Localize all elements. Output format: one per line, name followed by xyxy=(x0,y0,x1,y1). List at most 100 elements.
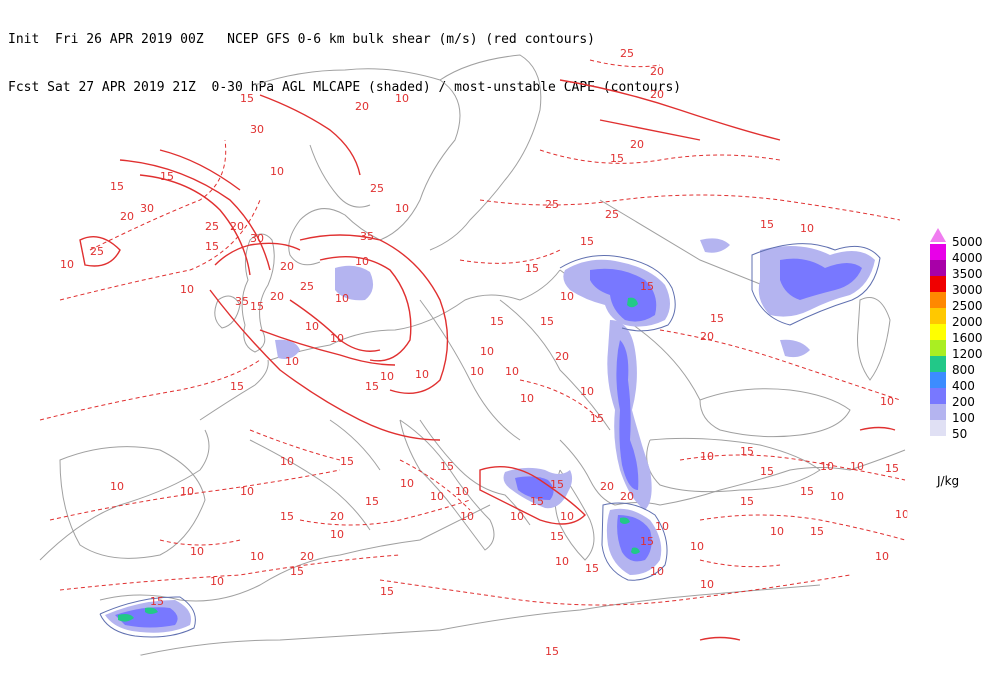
shear-label: 15 xyxy=(740,445,754,458)
legend-swatch xyxy=(930,356,946,372)
shear-title: NCEP GFS 0-6 km bulk shear (m/s) (red co… xyxy=(227,32,596,47)
legend-label: 100 xyxy=(952,411,975,425)
legend-swatch xyxy=(930,404,946,420)
shear-label: 15 xyxy=(280,510,294,523)
shear-label: 10 xyxy=(395,92,409,105)
legend-swatch xyxy=(930,372,946,388)
shear-label: 10 xyxy=(110,480,124,493)
shear-label: 25 xyxy=(205,220,219,233)
shear-label: 15 xyxy=(160,170,174,183)
shear-label: 20 xyxy=(270,290,284,303)
shear-label: 20 xyxy=(630,138,644,151)
shear-label: 20 xyxy=(280,260,294,273)
shear-label: 15 xyxy=(760,465,774,478)
shear-label: 15 xyxy=(540,315,554,328)
legend-label: 1600 xyxy=(952,331,983,345)
legend-label: 5000 xyxy=(952,235,983,249)
shear-label: 10 xyxy=(655,520,669,533)
shear-label: 15 xyxy=(110,180,124,193)
shear-label: 10 xyxy=(60,258,74,271)
shear-label: 10 xyxy=(430,490,444,503)
shear-label: 20 xyxy=(650,88,664,101)
map-header: Init Fri 26 APR 2019 00Z NCEP GFS 0-6 km… xyxy=(8,0,681,112)
legend-label: 2000 xyxy=(952,315,983,329)
shear-label: 10 xyxy=(770,525,784,538)
shear-label: 20 xyxy=(555,350,569,363)
shear-label: 10 xyxy=(280,455,294,468)
shear-label: 10 xyxy=(460,510,474,523)
shear-label: 15 xyxy=(810,525,824,538)
shear-label: 15 xyxy=(545,645,559,658)
legend-swatch xyxy=(930,324,946,340)
shear-label: 15 xyxy=(525,262,539,275)
shear-label: 20 xyxy=(355,100,369,113)
shear-label: 15 xyxy=(290,565,304,578)
shear-label: 10 xyxy=(505,365,519,378)
shear-label: 10 xyxy=(580,385,594,398)
shear-label: 10 xyxy=(880,395,894,408)
shear-label: 15 xyxy=(640,280,654,293)
shear-label: 10 xyxy=(415,368,429,381)
shear-label: 10 xyxy=(180,485,194,498)
shear-label: 10 xyxy=(270,165,284,178)
shear-label: 15 xyxy=(740,495,754,508)
shear-label: 25 xyxy=(370,182,384,195)
shear-label: 20 xyxy=(330,510,344,523)
legend-swatch xyxy=(930,260,946,276)
shear-label: 10 xyxy=(285,355,299,368)
legend-swatch xyxy=(930,308,946,324)
shear-label: 15 xyxy=(240,92,254,105)
shear-label: 15 xyxy=(760,218,774,231)
legend-label: 50 xyxy=(952,427,968,441)
legend-label: 2500 xyxy=(952,299,983,313)
legend-label: 3000 xyxy=(952,283,983,297)
shear-label: 15 xyxy=(885,462,899,475)
shear-label: 30 xyxy=(250,123,264,136)
shear-label: 15 xyxy=(380,585,394,598)
shear-label: 10 xyxy=(830,490,844,503)
shear-label: 15 xyxy=(800,485,814,498)
shear-label: 15 xyxy=(150,595,164,608)
shear-label: 15 xyxy=(585,562,599,575)
shear-label: 10 xyxy=(560,290,574,303)
shear-label: 10 xyxy=(305,320,319,333)
legend-swatch xyxy=(930,420,946,436)
shear-label: 10 xyxy=(555,555,569,568)
legend-arrow xyxy=(930,228,946,242)
shear-label: 10 xyxy=(355,255,369,268)
shear-label: 15 xyxy=(580,235,594,248)
legend-label: 3500 xyxy=(952,267,983,281)
shear-label: 20 xyxy=(700,330,714,343)
shear-label: 35 xyxy=(235,295,249,308)
shear-label: 15 xyxy=(710,312,724,325)
legend-swatch xyxy=(930,292,946,308)
shear-label: 10 xyxy=(180,283,194,296)
shear-label: 20 xyxy=(650,65,664,78)
legend-label: 400 xyxy=(952,379,975,393)
shear-label: 10 xyxy=(335,292,349,305)
legend-label: 200 xyxy=(952,395,975,409)
shear-label: 15 xyxy=(610,152,624,165)
shear-label: 15 xyxy=(250,300,264,313)
shear-label: 25 xyxy=(90,245,104,258)
legend-swatch xyxy=(930,244,946,260)
shear-label: 15 xyxy=(440,460,454,473)
shear-label: 10 xyxy=(330,528,344,541)
shear-label: 25 xyxy=(605,208,619,221)
shear-label: 10 xyxy=(380,370,394,383)
shear-label: 20 xyxy=(120,210,134,223)
shear-label: 15 xyxy=(205,240,219,253)
shear-label: 15 xyxy=(530,495,544,508)
shear-label: 15 xyxy=(230,380,244,393)
shear-label: 25 xyxy=(545,198,559,211)
shear-label: 10 xyxy=(470,365,484,378)
shear-label: 30 xyxy=(250,232,264,245)
shear-label: 10 xyxy=(240,485,254,498)
map-domain-outline xyxy=(30,35,915,660)
shear-label: 10 xyxy=(190,545,204,558)
cape-contours xyxy=(99,243,881,638)
legend-swatch xyxy=(930,388,946,404)
legend-swatch xyxy=(930,340,946,356)
shear-label: 20 xyxy=(620,490,634,503)
